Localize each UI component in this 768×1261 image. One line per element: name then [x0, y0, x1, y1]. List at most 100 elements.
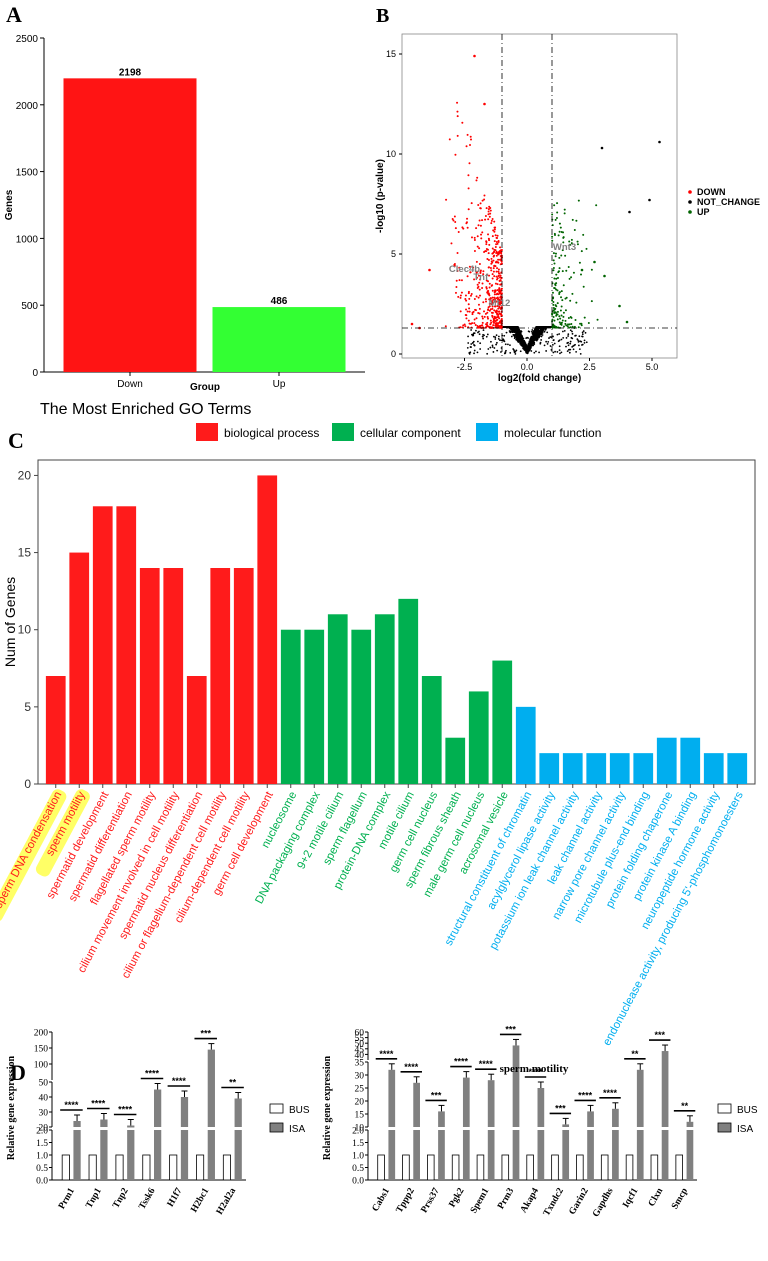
point-not-change	[530, 343, 533, 346]
point-not-change	[532, 335, 535, 337]
point-down	[496, 261, 499, 264]
point-down	[454, 153, 457, 156]
point-not-change	[554, 350, 556, 353]
point-up	[593, 260, 596, 264]
y-tick-label: 25	[355, 1085, 365, 1095]
point-not-change	[482, 329, 485, 331]
point-not-change	[526, 350, 529, 353]
panel-label-c: C	[8, 428, 24, 453]
go-bar	[492, 660, 513, 784]
x-tick-label: Txndc2	[542, 1186, 566, 1218]
point-down	[469, 294, 472, 297]
point-not-change	[577, 340, 580, 343]
point-up	[553, 277, 556, 280]
gene-label: Clec4b	[449, 264, 480, 275]
legend-swatch	[269, 1122, 284, 1133]
legend-label: UP	[697, 207, 710, 217]
point-up	[560, 321, 563, 324]
bar-isa	[487, 1130, 495, 1180]
point-down	[499, 279, 502, 282]
point-up	[558, 230, 561, 233]
point-not-change	[539, 326, 542, 328]
point-up	[569, 315, 572, 318]
point-up	[556, 310, 559, 313]
go-bar	[116, 506, 137, 784]
point-down	[455, 279, 458, 282]
point-up	[563, 212, 566, 215]
bar-bus	[451, 1154, 460, 1181]
point-not-change	[584, 331, 587, 334]
point-down	[467, 187, 470, 190]
legend-label: molecular function	[504, 426, 601, 440]
go-bar	[562, 753, 583, 784]
significance-marker: ****	[145, 1069, 160, 1079]
point-not-change	[567, 344, 570, 347]
point-not-change	[569, 342, 572, 345]
point-down	[480, 324, 483, 327]
point-not-change	[573, 344, 575, 347]
point-not-change	[575, 334, 577, 337]
point-not-change	[545, 326, 548, 328]
point-not-change	[472, 334, 475, 337]
point-down	[476, 270, 479, 273]
point-down	[491, 247, 494, 250]
gene-label: Mt12	[489, 298, 511, 309]
point-down	[497, 239, 500, 242]
point-down	[481, 317, 484, 320]
point-down	[478, 263, 481, 266]
point-down	[477, 326, 480, 329]
y-tick-label: 60	[355, 1029, 365, 1039]
point-down	[486, 311, 489, 314]
point-not-change	[497, 335, 500, 338]
point-up	[580, 250, 583, 253]
point-not-change	[475, 329, 477, 332]
point-down	[493, 230, 496, 233]
x-tick-label: 2.5	[583, 362, 596, 372]
bar-isa-upper	[537, 1088, 545, 1127]
point-down	[498, 306, 501, 309]
point-not-change	[495, 334, 498, 337]
point-down	[487, 218, 490, 221]
point-up	[585, 247, 588, 250]
point-down	[460, 279, 463, 282]
point-not-change	[578, 348, 581, 351]
point-not-change	[579, 340, 581, 343]
point-not-change	[581, 335, 583, 338]
point-down	[468, 310, 471, 313]
point-not-change	[497, 337, 500, 340]
y-tick-label: 30	[355, 1072, 365, 1082]
point-not-change	[537, 326, 540, 328]
point-not-change	[496, 349, 499, 352]
x-tick-label: Clxn	[647, 1186, 666, 1209]
point-down	[478, 247, 481, 250]
y-tick-label: 2.0	[36, 1127, 48, 1137]
legend-label: cellular component	[360, 426, 461, 440]
point-not-change	[533, 351, 536, 354]
point-up	[561, 299, 564, 302]
go-bar	[727, 753, 748, 784]
point-not-change	[513, 337, 516, 340]
point-down	[450, 242, 453, 245]
point-down	[479, 269, 482, 272]
point-down	[495, 254, 498, 257]
point-down	[491, 305, 494, 308]
x-tick-label: 0.0	[521, 362, 534, 372]
point-up	[564, 319, 567, 322]
point-not-change	[524, 342, 527, 345]
point-up	[567, 317, 570, 320]
point-not-change	[494, 336, 497, 339]
point-down	[455, 286, 458, 289]
significance-marker: ****	[404, 1062, 419, 1072]
y-tick-label: 0.0	[352, 1177, 364, 1187]
point-down	[483, 310, 486, 313]
point-down	[477, 203, 480, 206]
point-down	[457, 295, 460, 298]
y-tick-label: 5	[391, 249, 396, 259]
point-up	[570, 238, 573, 241]
point-down	[488, 298, 491, 301]
point-up	[552, 269, 555, 272]
point-down	[487, 252, 490, 255]
significance-marker: ****	[578, 1090, 593, 1100]
point-down	[490, 222, 493, 225]
point-up	[580, 324, 583, 327]
